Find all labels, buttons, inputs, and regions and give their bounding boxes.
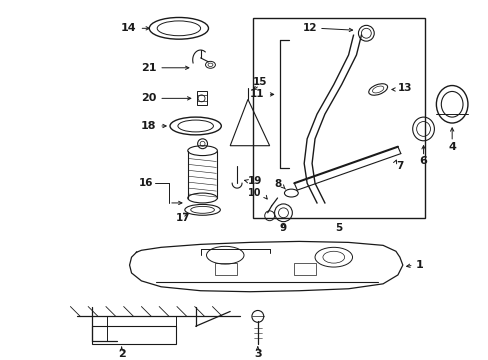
Text: 16: 16 [139, 178, 153, 188]
Text: 11: 11 [250, 89, 264, 99]
Text: 7: 7 [395, 161, 403, 171]
Text: 13: 13 [397, 82, 411, 93]
Text: 9: 9 [279, 222, 286, 233]
Bar [252, 18, 424, 218]
Text: 14: 14 [121, 23, 136, 33]
Text: 8: 8 [274, 179, 281, 189]
Text: 18: 18 [141, 121, 156, 131]
Bar [92, 326, 176, 344]
Bar [196, 91, 206, 105]
Text: 3: 3 [253, 349, 261, 359]
Text: 1: 1 [415, 260, 423, 270]
Text: 12: 12 [302, 23, 316, 33]
Bar [294, 263, 315, 275]
Text: 20: 20 [141, 93, 156, 103]
Text: 6: 6 [419, 156, 427, 166]
Text: 17: 17 [176, 213, 190, 223]
Text: 15: 15 [252, 77, 266, 87]
Text: 21: 21 [141, 63, 156, 73]
Bar [215, 263, 237, 275]
Text: 19: 19 [247, 176, 262, 186]
Text: 10: 10 [248, 188, 261, 198]
Text: 5: 5 [334, 222, 342, 233]
Text: 4: 4 [447, 142, 455, 152]
Text: 2: 2 [118, 349, 125, 359]
